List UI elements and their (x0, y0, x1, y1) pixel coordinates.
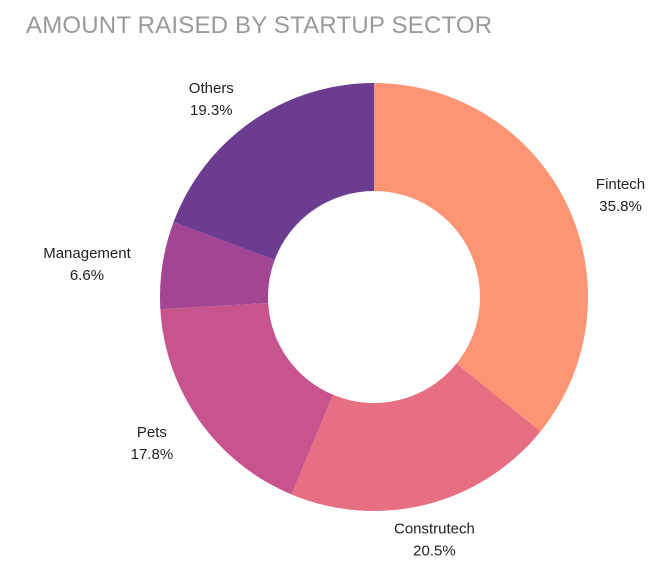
slice-value-pets: 17.8% (131, 446, 174, 463)
slice-value-construtech: 20.5% (413, 542, 456, 559)
slice-others (173, 83, 374, 260)
labels-layer: Fintech 35.8% Construtech 20.5% Pets 17.8% Man… (43, 80, 645, 560)
slice-label-management: Management (43, 245, 131, 262)
slice-management (160, 221, 275, 310)
slice-pets (160, 302, 334, 495)
chart-title: AMOUNT RAISED BY STARTUP SECTOR (26, 12, 493, 39)
slice-construtech (291, 363, 541, 512)
slice-value-management: 6.6% (70, 267, 104, 284)
slice-label-fintech: Fintech (596, 176, 645, 193)
slice-fintech (374, 83, 588, 432)
slice-label-others: Others (189, 80, 234, 97)
slice-label-pets: Pets (137, 424, 167, 441)
slice-value-others: 19.3% (190, 102, 233, 119)
slice-value-fintech: 35.8% (599, 198, 642, 215)
slices-layer (160, 83, 588, 512)
slice-label-construtech: Construtech (394, 520, 475, 537)
